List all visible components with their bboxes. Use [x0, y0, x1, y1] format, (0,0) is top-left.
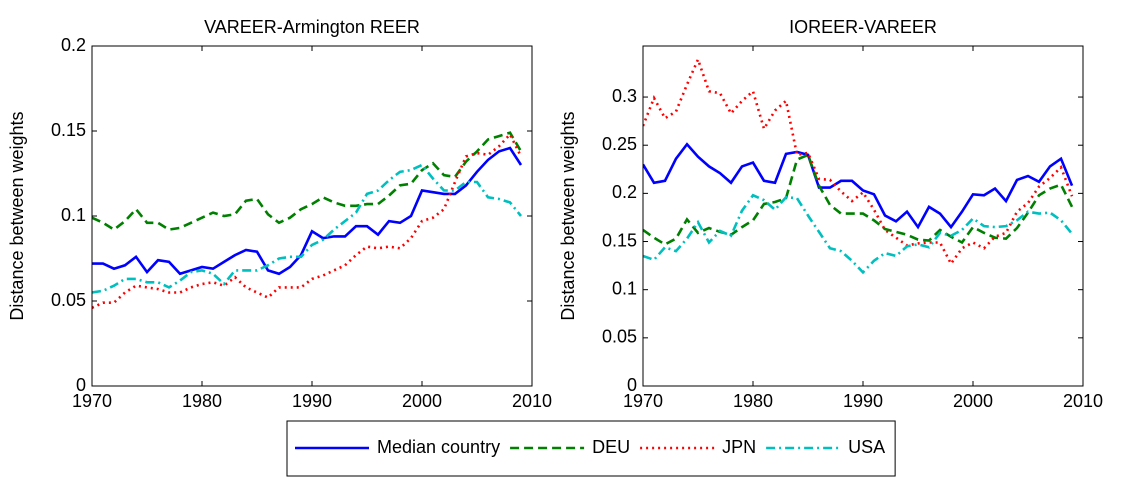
axes-box	[91, 45, 533, 387]
series-line	[643, 193, 1074, 275]
y-tick-label: 0.1	[612, 278, 637, 298]
y-tick-label: 0	[76, 375, 86, 395]
x-tick-label: 2000	[953, 391, 993, 411]
x-tick-label: 1990	[843, 391, 883, 411]
series-line	[92, 146, 523, 276]
y-tick-label: 0.2	[61, 35, 86, 55]
series-line	[92, 132, 523, 309]
y-tick-label: 0.15	[602, 230, 637, 250]
series-line	[92, 163, 523, 294]
y-tick-label: 0.15	[51, 120, 86, 140]
y-tick-label: 0.1	[61, 205, 86, 225]
x-tick-label: 2000	[402, 391, 442, 411]
x-tick-label: 1970	[623, 391, 663, 411]
series-line	[92, 131, 523, 232]
x-tick-label: 1980	[182, 391, 222, 411]
legend: Median country DEU JPN USA	[286, 420, 896, 477]
x-tick-label: 1990	[292, 391, 332, 411]
y-tick-label: 0.3	[612, 86, 637, 106]
y-tick-label: 0.05	[51, 290, 86, 310]
y-tick-label: 0.25	[602, 134, 637, 154]
x-tick-label: 1970	[72, 391, 112, 411]
y-axis-label: Distance between weights	[558, 111, 578, 320]
chart-title: VAREER-Armington REER	[204, 17, 420, 37]
series-line	[643, 55, 1074, 267]
x-tick-label: 2010	[1063, 391, 1103, 411]
axes-box	[642, 45, 1084, 387]
legend-label: DEU	[592, 437, 630, 457]
legend-label: Median country	[377, 437, 500, 457]
y-tick-label: 0.05	[602, 327, 637, 347]
y-tick-label: 0	[627, 375, 637, 395]
y-axis-label: Distance between weights	[7, 111, 27, 320]
chart-title: IOREER-VAREER	[789, 17, 937, 37]
legend-label: JPN	[722, 437, 756, 457]
series-line	[643, 142, 1074, 230]
x-tick-label: 2010	[512, 391, 552, 411]
x-tick-label: 1980	[733, 391, 773, 411]
legend-label: USA	[848, 437, 885, 457]
y-tick-label: 0.2	[612, 182, 637, 202]
